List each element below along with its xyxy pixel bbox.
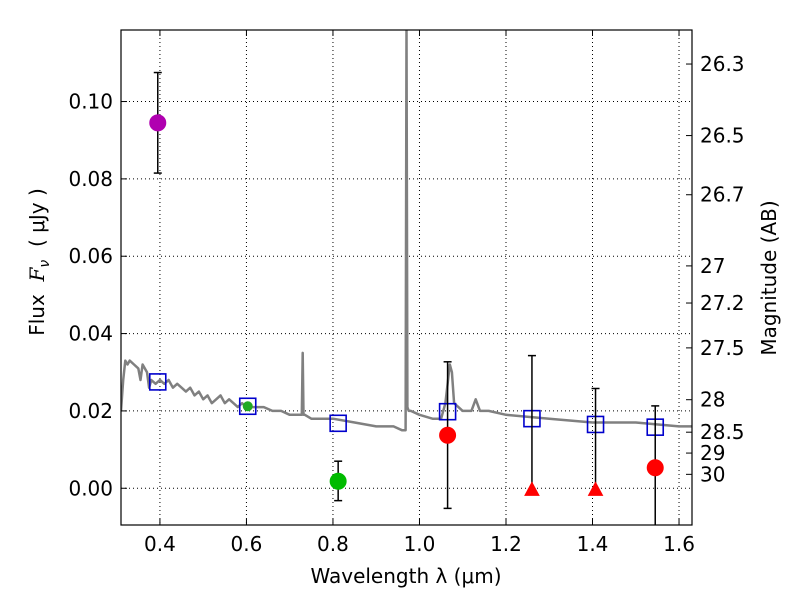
data-point-marker — [149, 114, 167, 132]
grid — [121, 30, 692, 525]
mag-tick-label: 30 — [700, 462, 725, 486]
y-label-subscript: ν — [37, 260, 53, 268]
y-tick-label: 0.10 — [68, 90, 113, 114]
mag-tick-label: 27.2 — [700, 291, 745, 315]
y-tick-label: 0.00 — [68, 476, 113, 500]
model-square-marker — [148, 373, 167, 391]
data-point-marker — [329, 472, 347, 490]
plot-area — [121, 30, 692, 525]
y-tick-label: 0.08 — [68, 167, 113, 191]
mag-tick-label: 26.3 — [700, 52, 745, 76]
y-axis-label: Flux Fν ( μJy ) — [25, 188, 53, 336]
mag-tick-label: 27.5 — [700, 336, 745, 360]
y-label-suffix: ( μJy ) — [25, 188, 49, 260]
model-square-marker — [329, 414, 347, 433]
x-tick-label: 0.4 — [144, 532, 176, 556]
data-point-marker — [242, 401, 253, 412]
upper-limit-triangle-marker — [524, 481, 540, 496]
ticks: 0.4 0.6 0.8 1.0 1.2 1.4 1.6 0.00 0.02 0.04 0.06 0.0… — [68, 30, 745, 556]
y-tick-label: 0.06 — [68, 244, 113, 268]
mag-tick-label: 26.7 — [700, 183, 745, 207]
data-point-marker — [439, 426, 457, 444]
mag-tick-label: 28 — [700, 388, 725, 412]
y-tick-label: 0.02 — [68, 399, 113, 423]
data-point-marker — [646, 459, 664, 477]
mag-tick-label: 27 — [700, 254, 725, 278]
y-label-prefix: Flux — [25, 281, 49, 335]
x-tick-label: 1.0 — [404, 532, 436, 556]
mag-tick-label: 26.5 — [700, 124, 745, 148]
x-tick-label: 1.4 — [577, 532, 609, 556]
x-tick-label: 1.6 — [663, 532, 695, 556]
y-tick-label: 0.04 — [68, 322, 113, 346]
x-tick-label: 0.8 — [317, 532, 349, 556]
y-label-symbol: F — [25, 266, 49, 282]
upper-limit-triangle-marker — [587, 481, 604, 496]
model-square-marker — [238, 397, 257, 416]
x-tick-label: 0.6 — [231, 532, 263, 556]
x-axis-label: Wavelength λ (μm) — [310, 564, 501, 588]
plot-frame — [120, 29, 693, 526]
mag-tick-label: 28.5 — [700, 420, 745, 444]
spectrum-line — [121, 30, 692, 432]
x-tick-label: 1.2 — [490, 532, 522, 556]
mag-tick-label: 29 — [700, 441, 725, 465]
y-axis-label-right: Magnitude (AB) — [757, 200, 781, 355]
